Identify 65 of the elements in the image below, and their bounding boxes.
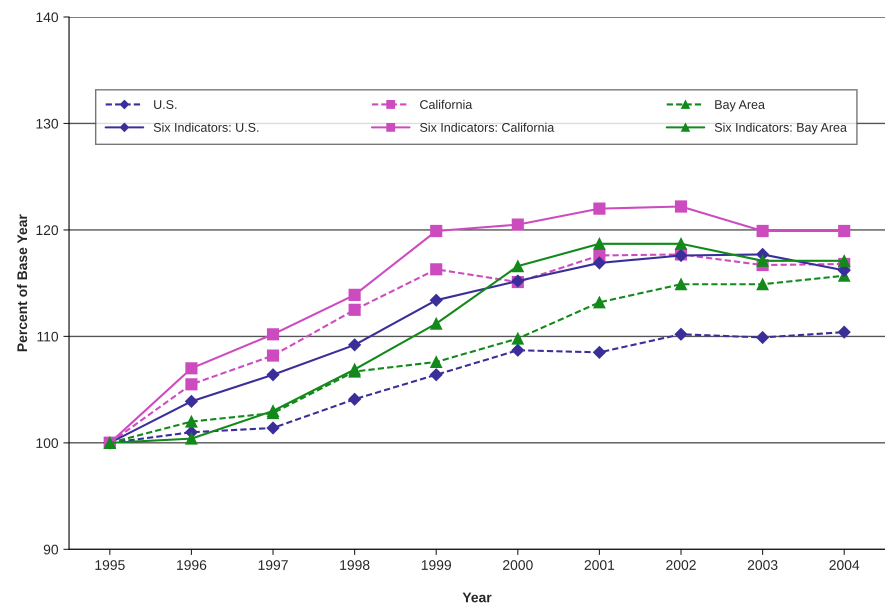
point (348, 288, 361, 301)
point (593, 202, 606, 215)
point (430, 294, 443, 307)
legend-label: Six Indicators: California (420, 122, 554, 132)
point (185, 432, 198, 445)
point (266, 349, 280, 362)
point (512, 218, 524, 231)
point (512, 260, 524, 272)
point (674, 238, 688, 250)
point (756, 278, 769, 290)
y-axis-title: Percent of Base Year (16, 214, 28, 352)
y-tick-label: 130 (36, 118, 58, 129)
point (348, 304, 361, 316)
point (593, 256, 606, 270)
x-tick-label: 2003 (748, 560, 778, 570)
point (266, 368, 280, 382)
point (185, 362, 198, 374)
point (674, 278, 688, 290)
point (348, 363, 361, 376)
x-tick-label: 1996 (177, 560, 206, 570)
y-tick-label: 90 (44, 544, 58, 555)
legend-label: Six Indicators: U.S. (154, 122, 258, 132)
x-tick-label: 2000 (503, 560, 533, 570)
point (593, 346, 606, 359)
x-axis-title: Year (462, 592, 492, 602)
point (756, 254, 769, 267)
point (511, 344, 524, 357)
point (430, 368, 443, 382)
point (266, 328, 280, 340)
point (185, 394, 198, 408)
legend-label: Six Indicators: Bay Area (714, 122, 847, 134)
legend-label: California (420, 100, 472, 109)
x-tick-label: 1998 (340, 560, 370, 570)
point (674, 328, 688, 341)
point (512, 332, 524, 345)
point (756, 224, 769, 238)
point (838, 326, 851, 339)
point (430, 224, 442, 238)
point (266, 422, 280, 434)
x-tick-label: 2001 (584, 560, 614, 570)
x-tick-label: 1995 (95, 560, 125, 570)
x-tick-label: 1997 (258, 560, 288, 570)
x-tick-label: 2002 (666, 560, 696, 570)
y-tick-label: 120 (36, 225, 58, 236)
point (348, 338, 362, 352)
point (838, 224, 850, 238)
point (348, 392, 362, 406)
y-tick-label: 110 (38, 332, 58, 342)
point (430, 318, 442, 330)
legend-label: U.S. (154, 100, 176, 109)
point (593, 296, 606, 308)
point (266, 404, 280, 417)
point (430, 356, 442, 368)
point (185, 416, 198, 428)
x-tick-label: 2004 (829, 560, 860, 570)
point (593, 238, 606, 250)
y-tick-label: 100 (36, 438, 58, 448)
point (756, 331, 770, 344)
legend-label: Bay Area (715, 100, 765, 112)
x-tick-label: 1999 (422, 560, 452, 570)
point (185, 378, 198, 390)
y-tick-label: 140 (36, 12, 58, 22)
point (430, 263, 442, 276)
point (674, 200, 688, 213)
point (838, 254, 850, 267)
